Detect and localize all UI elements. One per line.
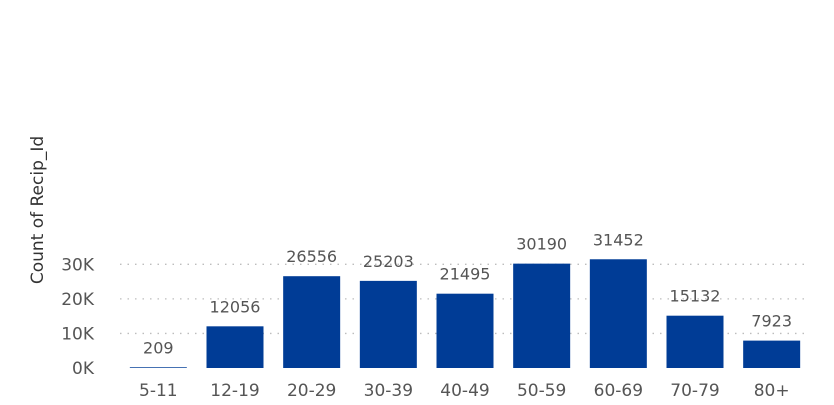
x-tick-label: 30-39 — [364, 381, 413, 401]
y-tick-label: 10K — [61, 324, 95, 344]
y-tick-label: 0K — [72, 359, 95, 379]
bar-60-69 — [589, 259, 647, 368]
data-label: 209 — [143, 338, 174, 357]
bar-70-79 — [666, 315, 724, 368]
data-label: 21495 — [440, 265, 491, 284]
data-label: 7923 — [751, 312, 792, 331]
bars — [129, 259, 801, 368]
bar-40-49 — [436, 293, 494, 368]
x-tick-label: 60-69 — [594, 381, 643, 401]
x-tick-label: 50-59 — [517, 381, 566, 401]
bar-80+ — [743, 340, 801, 368]
bar-5-11 — [129, 367, 187, 368]
x-axis-ticks: 5-11 12-19 20-29 30-39 40-49 50-59 60-69 70-79 8… — [139, 381, 790, 401]
bar-20-29 — [283, 276, 341, 368]
x-tick-label: 20-29 — [287, 381, 336, 401]
data-label: 26556 — [286, 247, 337, 266]
bar-50-59 — [513, 263, 571, 368]
data-label: 25203 — [363, 252, 414, 271]
x-tick-label: 40-49 — [440, 381, 489, 401]
bar-12-19 — [206, 326, 264, 368]
bar-30-39 — [359, 280, 417, 368]
data-labels: 209 12056 26556 25203 21495 30190 31452 15132 79… — [143, 230, 792, 357]
data-label: 12056 — [210, 297, 261, 316]
x-tick-label: 12-19 — [210, 381, 259, 401]
y-tick-label: 20K — [61, 290, 95, 310]
x-tick-label: 5-11 — [139, 381, 178, 401]
y-axis-title: Count of Recip_Id — [28, 136, 48, 284]
y-tick-label: 30K — [61, 255, 95, 275]
y-axis-ticks: 0K 10K 20K 30K — [61, 255, 95, 379]
data-label: 15132 — [670, 287, 721, 306]
x-tick-label: 70-79 — [670, 381, 719, 401]
x-tick-label: 80+ — [754, 381, 790, 401]
data-label: 30190 — [516, 235, 567, 254]
data-label: 31452 — [593, 230, 644, 249]
